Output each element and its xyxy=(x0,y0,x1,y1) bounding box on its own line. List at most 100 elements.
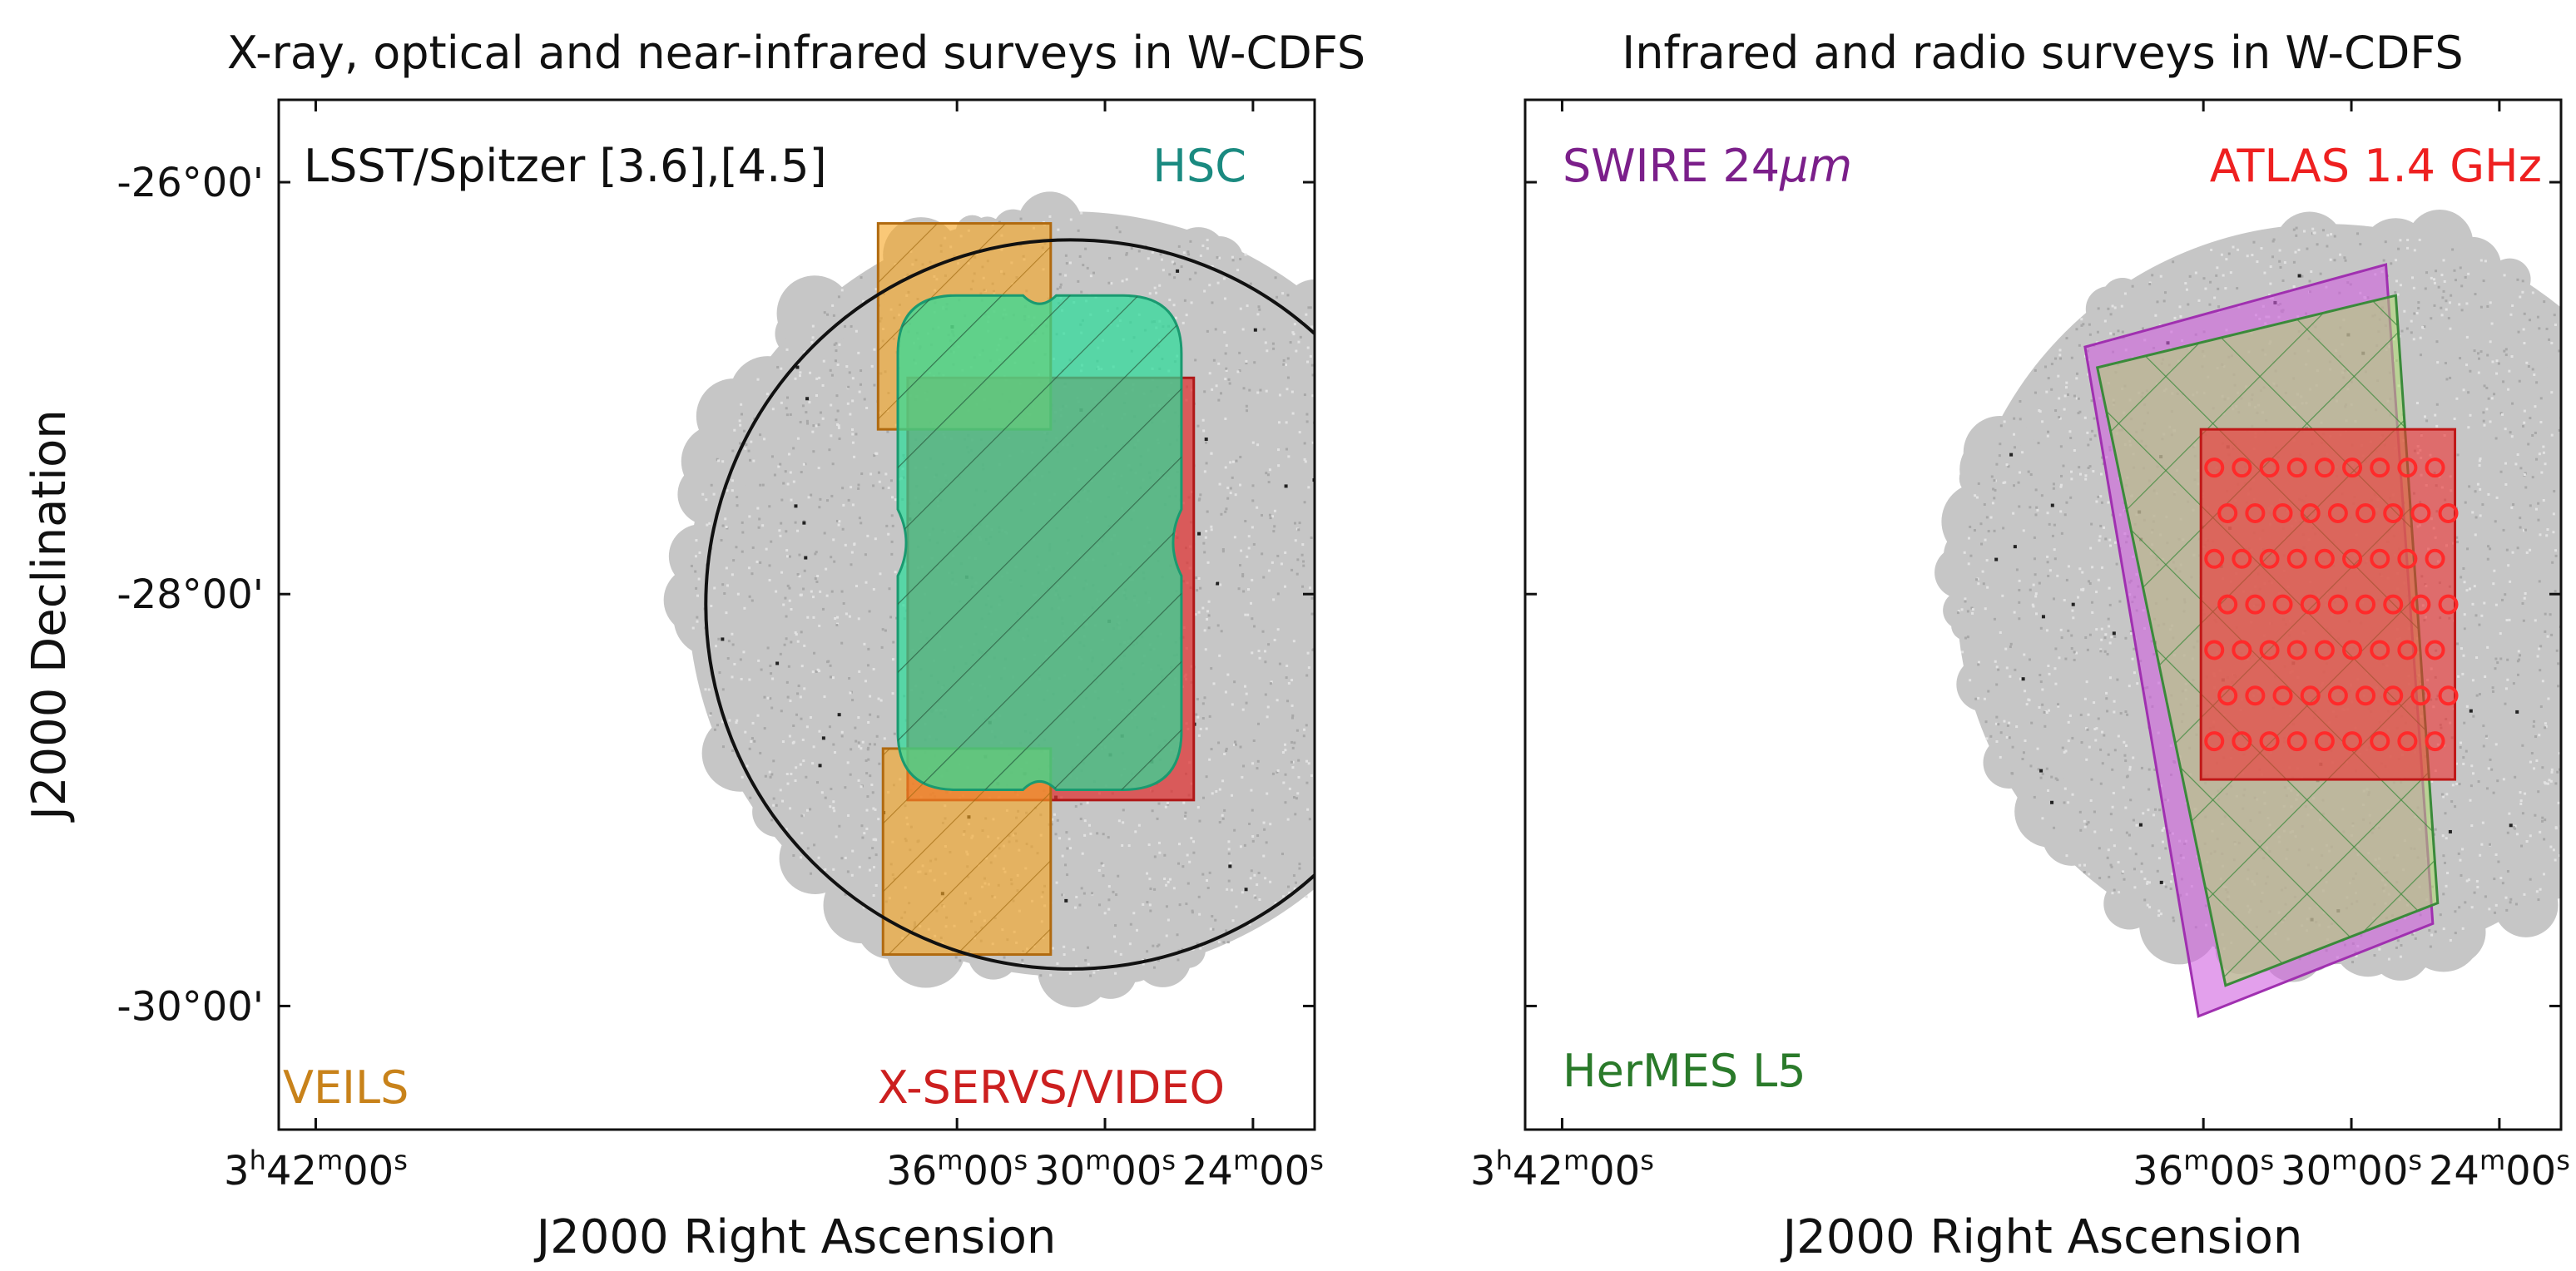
noise-pixel xyxy=(721,745,725,749)
noise-pixel xyxy=(2477,357,2480,360)
noise-pixel xyxy=(1084,247,1087,250)
noise-pixel xyxy=(785,413,789,417)
noise-pixel xyxy=(844,856,847,859)
noise-pixel xyxy=(1994,722,1998,725)
noise-pixel xyxy=(2113,541,2117,544)
noise-pixel xyxy=(1307,762,1310,765)
noise-pixel xyxy=(716,724,719,727)
noise-pixel xyxy=(1290,740,1294,744)
footprint-edge xyxy=(1429,572,1474,616)
noise-pixel xyxy=(1398,532,1400,535)
noise-pixel xyxy=(833,560,836,563)
noise-pixel xyxy=(2295,226,2298,230)
noise-pixel xyxy=(2428,929,2431,932)
noise-pixel xyxy=(1083,819,1087,823)
noise-pixel xyxy=(2080,324,2083,327)
noise-pixel xyxy=(1074,906,1077,909)
noise-pixel xyxy=(2269,282,2272,285)
noise-pixel xyxy=(2470,764,2474,768)
noise-pixel xyxy=(2512,826,2515,829)
noise-pixel xyxy=(838,824,841,828)
noise-pixel xyxy=(785,637,788,640)
noise-pixel xyxy=(1229,461,1232,464)
noise-pixel xyxy=(1196,698,1199,701)
noise-pixel xyxy=(2564,621,2567,624)
noise-pixel xyxy=(1221,548,1225,551)
noise-pixel xyxy=(721,583,725,586)
noise-pixel xyxy=(2110,828,2113,832)
noise-pixel xyxy=(2069,436,2073,439)
noise-pixel xyxy=(1261,552,1264,556)
noise-pixel xyxy=(1256,391,1260,394)
noise-pixel xyxy=(1966,636,1969,639)
noise-pixel xyxy=(830,494,834,497)
noise-pixel xyxy=(2435,340,2439,344)
noise-pixel xyxy=(2539,669,2542,672)
noise-pixel xyxy=(695,539,698,542)
noise-pixel xyxy=(696,594,699,597)
noise-pixel xyxy=(2519,791,2522,794)
noise-pixel xyxy=(756,714,760,717)
noise-pixel xyxy=(1365,567,1367,570)
footprint-edge xyxy=(2014,775,2087,848)
noise-pixel xyxy=(799,763,802,766)
noise-pixel xyxy=(1250,789,1253,792)
noise-pixel xyxy=(1248,823,1251,826)
noise-pixel xyxy=(766,646,770,650)
noise-pixel xyxy=(809,716,812,720)
noise-pixel xyxy=(1265,472,1268,475)
noise-pixel xyxy=(870,783,874,786)
noise-pixel xyxy=(842,601,845,605)
footprint-edge xyxy=(1959,434,2030,505)
noise-pixel xyxy=(2148,906,2152,909)
noise-pixel xyxy=(2085,758,2088,761)
noise-pixel xyxy=(1208,871,1211,874)
noise-pixel xyxy=(2516,660,2519,663)
noise-pixel xyxy=(1196,715,1200,719)
noise-pixel xyxy=(2474,516,2478,519)
noise-pixel xyxy=(1292,874,1295,878)
noise-pixel xyxy=(2090,522,2093,526)
noise-pixel xyxy=(2494,437,2498,440)
noise-pixel xyxy=(2521,744,2524,747)
noise-pixel xyxy=(1107,836,1110,839)
noise-pixel xyxy=(2464,275,2467,279)
noise-pixel xyxy=(2104,633,2108,636)
noise-pixel xyxy=(1297,340,1300,344)
noise-pixel xyxy=(1326,858,1329,861)
noise-pixel xyxy=(1361,817,1364,819)
noise-pixel xyxy=(2504,593,2507,596)
noise-pixel xyxy=(1051,947,1054,950)
noise-pixel xyxy=(1414,582,1417,585)
noise-pixel xyxy=(1298,522,1301,525)
noise-pixel xyxy=(1290,390,1294,393)
noise-pixel xyxy=(2563,387,2565,389)
noise-pixel xyxy=(1268,513,1271,517)
noise-pixel xyxy=(1393,686,1395,689)
noise-pixel xyxy=(855,739,858,743)
noise-pixel xyxy=(2185,288,2188,291)
noise-pixel xyxy=(1356,676,1359,679)
noise-pixel xyxy=(785,407,788,410)
noise-pixel xyxy=(1364,400,1366,403)
noise-pixel xyxy=(1224,378,1227,381)
noise-pixel xyxy=(1340,387,1343,389)
noise-pixel xyxy=(1307,486,1310,489)
noise-pixel xyxy=(1295,797,1298,800)
noise-pixel xyxy=(874,884,878,887)
noise-pixel xyxy=(2554,590,2557,593)
noise-pixel xyxy=(1296,792,1300,795)
noise-pixel xyxy=(2004,481,2007,484)
noise-pixel xyxy=(1390,639,1393,641)
noise-pixel xyxy=(835,835,838,838)
noise-pixel xyxy=(750,739,753,743)
noise-pixel xyxy=(2486,354,2489,357)
noise-pixel xyxy=(2523,342,2526,345)
noise-pixel xyxy=(2510,435,2514,438)
noise-pixel xyxy=(770,540,773,543)
noise-pixel xyxy=(1218,482,1221,486)
noise-pixel xyxy=(1419,640,1422,642)
noise-pixel xyxy=(2476,886,2479,889)
noise-pixel xyxy=(726,584,729,587)
noise-pixel xyxy=(2045,390,2048,393)
